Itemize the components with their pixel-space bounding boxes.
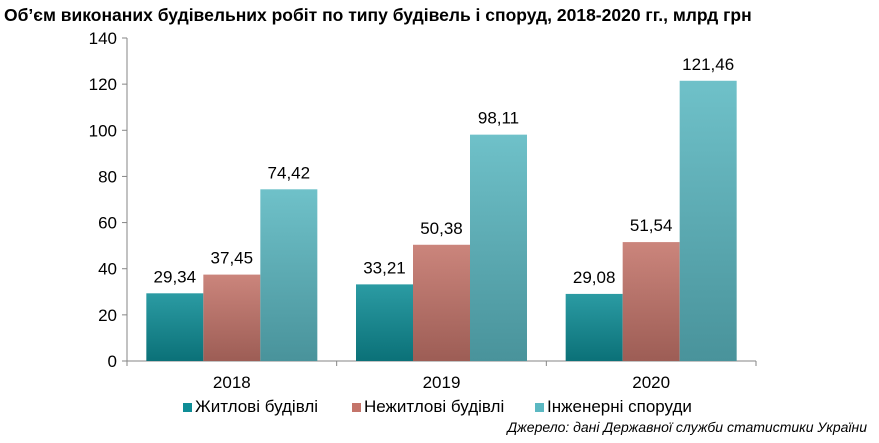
data-label: 98,11 xyxy=(478,109,519,128)
legend-swatch xyxy=(535,403,544,412)
bar xyxy=(470,134,527,361)
bar xyxy=(565,293,623,361)
y-tick-label: 80 xyxy=(98,167,117,186)
y-tick-label: 40 xyxy=(98,260,117,279)
chart-title: Об’єм виконаних будівельних робіт по тип… xyxy=(4,5,752,25)
data-label: 33,21 xyxy=(363,258,406,277)
data-labels: 29,34 37,45 74,42 33,21 50,38 98,11 29,08 51,54… xyxy=(154,55,735,287)
bar xyxy=(203,274,261,361)
legend: Житлові будівлі Нежитлові будівлі Інженерн… xyxy=(183,397,692,416)
data-label: 51,54 xyxy=(630,216,673,235)
bar xyxy=(146,293,204,361)
data-label: 121,46 xyxy=(682,55,734,74)
y-tick-label: 0 xyxy=(108,352,117,371)
x-tick-label: 2019 xyxy=(423,373,461,392)
y-tick-label: 120 xyxy=(89,75,117,94)
bar xyxy=(413,244,470,361)
legend-label: Житлові будівлі xyxy=(195,397,318,416)
bar xyxy=(622,242,680,361)
x-tick-label: 2020 xyxy=(632,373,670,392)
bar xyxy=(260,189,318,361)
x-tick-label: 2018 xyxy=(213,373,251,392)
legend-swatch xyxy=(352,403,361,412)
y-tick-label: 20 xyxy=(98,306,117,325)
data-label: 74,42 xyxy=(268,163,311,182)
data-label: 50,38 xyxy=(420,219,463,238)
y-tick-label: 140 xyxy=(89,29,117,48)
legend-label: Інженерні споруди xyxy=(547,397,692,416)
bar xyxy=(356,284,413,361)
bar xyxy=(679,80,737,362)
legend-swatch xyxy=(183,403,192,412)
source-note: Джерело: дані Державної служби статистик… xyxy=(507,419,867,435)
data-label: 29,34 xyxy=(154,267,197,286)
axes: 0 20 40 60 80 100 120 140 2018 2019 2020 xyxy=(89,29,757,392)
bars xyxy=(146,80,737,362)
y-tick-label: 60 xyxy=(98,214,117,233)
legend-label: Нежитлові будівлі xyxy=(364,397,504,416)
data-label: 29,08 xyxy=(573,268,616,287)
y-tick-label: 100 xyxy=(89,121,117,140)
data-label: 37,45 xyxy=(211,249,254,268)
